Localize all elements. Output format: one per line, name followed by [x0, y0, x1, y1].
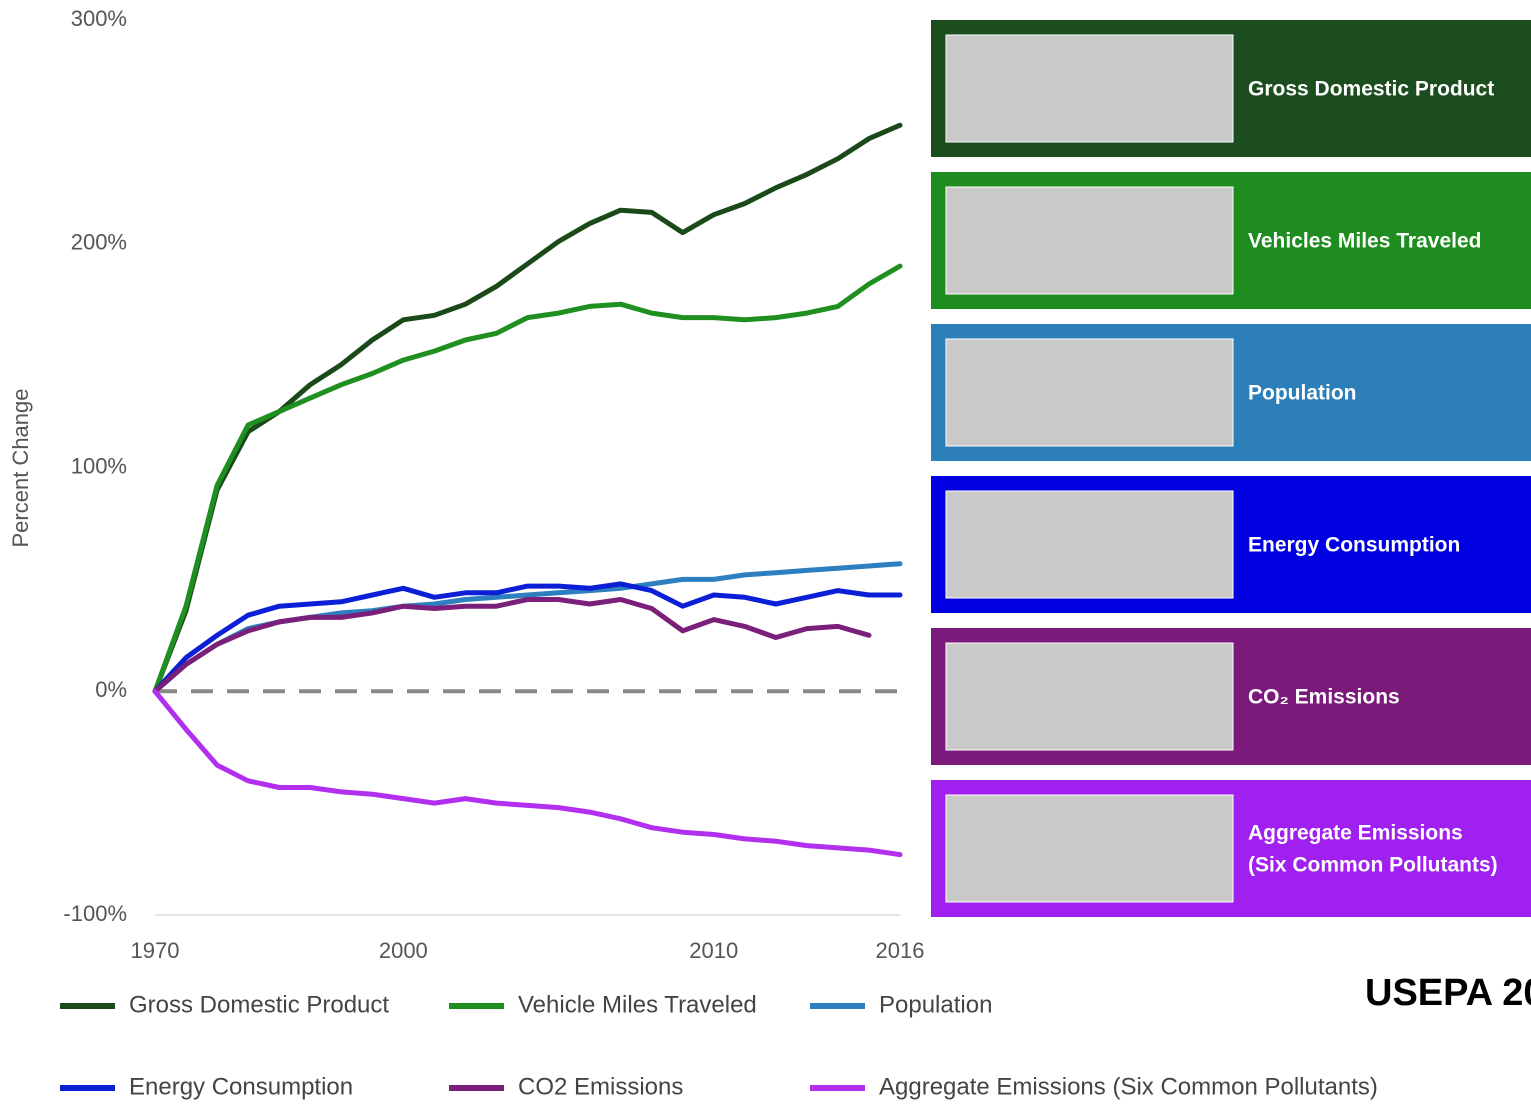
legend-label: CO2 Emissions [518, 1073, 683, 1100]
panel-label: Energy Consumption [1248, 534, 1460, 557]
legend-label: Aggregate Emissions (Six Common Pollutan… [879, 1073, 1378, 1100]
panel-label: CO₂ Emissions [1248, 686, 1400, 709]
panel-label: Population [1248, 382, 1357, 405]
panel-label: Gross Domestic Product [1248, 78, 1494, 101]
series-line [152, 122, 903, 694]
y-axis-label: Percent Change [8, 389, 33, 548]
legend-label: Population [879, 991, 992, 1018]
panel-image [945, 794, 1234, 903]
source: USEPA 20 [1365, 972, 1531, 1014]
panel-image [945, 186, 1234, 295]
legend-label: Vehicle Miles Traveled [518, 991, 757, 1018]
y-tick-label: -100% [63, 901, 127, 926]
panel-image [945, 490, 1234, 599]
y-tick-label: 200% [71, 230, 127, 255]
legend-label: Gross Domestic Product [129, 991, 389, 1018]
legend-label: Energy Consumption [129, 1073, 353, 1100]
series-line [152, 597, 872, 694]
series-line [152, 581, 903, 694]
x-tick-label: 1970 [131, 938, 180, 963]
panel-label: Aggregate Emissions [1248, 822, 1463, 845]
series-line [152, 263, 903, 694]
y-tick-label: 300% [71, 6, 127, 31]
panel-image [945, 34, 1234, 143]
series-line [152, 688, 903, 858]
panel-label: Vehicles Miles Traveled [1248, 230, 1481, 253]
x-tick-label: 2010 [689, 938, 738, 963]
y-tick-label: 0% [95, 677, 127, 702]
panel-image [945, 642, 1234, 751]
x-tick-label: 2000 [379, 938, 428, 963]
x-tick-label: 2016 [876, 938, 925, 963]
panel-label: (Six Common Pollutants) [1248, 854, 1498, 877]
panel-image [945, 338, 1234, 447]
y-tick-label: 100% [71, 453, 127, 478]
